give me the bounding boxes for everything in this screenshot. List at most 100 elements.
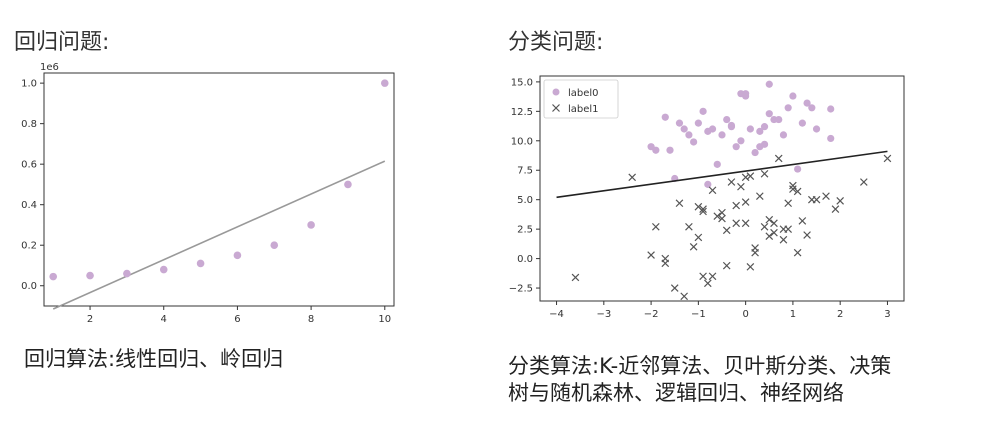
cls-ytick-label: 15.0 [511,77,533,88]
label0-point [661,113,669,121]
regression-point [123,269,131,278]
label0-point [751,148,759,157]
regression-heading: 回归问题: [14,30,110,55]
label1-point [718,208,726,217]
label1-point [755,192,764,200]
reg-ytick-label: 0.4 [21,200,37,211]
label0-point [680,125,688,133]
cls-xtick-label: −1 [691,309,706,320]
label0-point [798,119,806,127]
regression-scatter-chart: 2 4 6 8 10 0.0 0.2 0.4 0.6 0.8 1.0 1e6 [21,62,395,325]
cls-ytick-label: 10.0 [511,136,533,147]
label1-point [737,182,745,191]
label1-point [883,154,892,163]
label1-point [699,207,707,216]
label1-point [784,199,793,208]
label1-point [793,187,802,196]
label0-point [808,104,816,112]
regression-point [380,79,389,87]
regression-point [344,180,352,189]
regression-fit-line-group [52,160,386,310]
label1-point [746,263,755,271]
label1-point [831,205,840,213]
regression-y-scale-label: 1e6 [40,62,59,73]
label1-point [760,222,769,231]
label1-point [680,292,689,301]
label1-point [741,219,750,228]
label1-point [798,217,807,225]
label1-point [647,251,655,259]
label1-point [741,173,750,182]
label1-point [571,273,580,282]
label0-point [737,137,745,145]
classification-plot-frame [539,75,905,302]
label0-point [723,115,731,124]
label0-point [765,110,773,118]
label0-point [765,80,773,88]
reg-ytick-label: 1.0 [21,79,37,90]
label1-point [685,222,693,231]
label1-point [699,272,707,281]
label1-point [836,197,845,205]
label0-point [704,127,712,135]
label0-point [775,115,783,124]
cls-xtick-label: 0 [742,309,748,320]
label0-point [727,121,736,130]
classification-legend: label0 label1 [543,79,619,119]
label0-point [718,131,726,139]
regression-fit-line [52,160,386,310]
classification-caption-line2: 树与随机森林、逻辑回归、神经网络 [508,381,844,405]
label0-point [675,119,684,127]
label1-point [789,185,797,193]
label1-point [807,195,816,204]
label1-point [765,215,774,224]
cls-xtick-label: −2 [644,309,659,320]
cls-xtick-label: −3 [596,309,611,320]
label0-point [713,160,721,168]
cls-ytick-label: 7.5 [517,166,533,177]
reg-ytick-label: 0.0 [21,281,37,292]
cls-xtick-label: −4 [549,309,564,320]
cls-xtick-label: 1 [790,309,796,320]
legend-marker-label1 [552,104,560,112]
classification-boundary-group [556,150,888,199]
label1-point [789,181,797,190]
label1-point [727,178,736,186]
label0-point [666,146,674,154]
label1-point [718,214,726,223]
regression-point [49,272,58,281]
legend-label0: label0 [568,88,599,99]
label1-point [770,219,778,228]
label1-point [732,219,741,228]
label0-point [685,131,693,139]
classification-points [571,80,892,301]
label0-point [784,104,792,112]
regression-plot-frame [43,72,395,307]
label0-point [756,143,764,151]
regression-caption: 回归算法:线性回归、岭回归 [24,347,284,371]
regression-point [86,271,94,280]
label1-point [732,201,741,210]
label1-point [746,172,755,180]
legend-label1: label1 [568,104,599,115]
cls-ytick-label: 0.0 [517,254,533,265]
classification-scatter-chart: −4 −3 −2 −1 0 1 2 3 −2.5 0.0 2.5 5.0 7.5 10.0 12.5 15.0… [509,75,905,320]
label0-point [760,123,769,131]
regression-point [307,221,315,229]
label1-point [803,231,811,239]
label1-point [703,279,712,288]
label0-point [746,125,754,133]
classification-heading: 分类问题: [508,30,604,55]
label0-point [694,119,702,127]
regression-points [49,79,389,281]
cls-ytick-label: 12.5 [511,107,533,118]
label0-point [652,146,660,154]
regression-point [233,251,242,260]
label1-point [760,169,769,178]
cls-xtick-label: 3 [884,309,890,320]
label1-point [741,198,750,206]
regression-point [159,265,168,274]
reg-xtick-label: 4 [161,314,167,325]
label1-point [713,212,722,221]
label0-point [827,105,835,113]
